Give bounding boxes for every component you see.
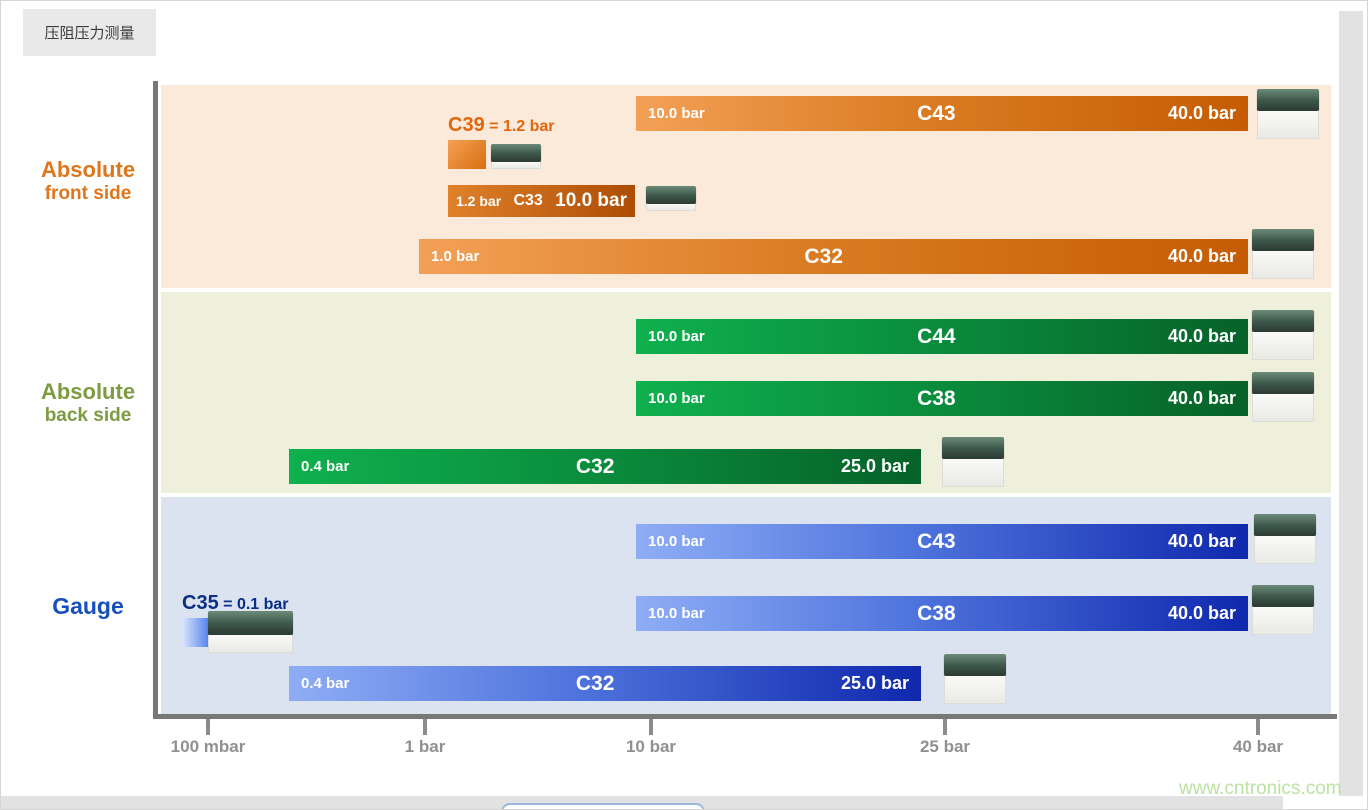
horizontal-scrollbar-track[interactable] bbox=[1, 796, 1283, 809]
point-code: C39 bbox=[448, 114, 485, 136]
x-tick-10bar bbox=[649, 719, 653, 735]
category-line1: Gauge bbox=[52, 593, 124, 619]
x-tick-label: 1 bar bbox=[404, 737, 446, 756]
bar-min-label: 1.2 bar bbox=[456, 193, 502, 209]
bar-code: C38 bbox=[917, 601, 956, 625]
range-bar-c38-gauge: 10.0 bar C38 40.0 bar bbox=[636, 596, 1248, 631]
bar-max-label: 40.0 bar bbox=[1167, 326, 1236, 346]
bar-min-label: 0.4 bar bbox=[301, 675, 350, 692]
bar-max-label: 25.0 bar bbox=[840, 673, 909, 693]
point-label-c35: C35 = 0.1 bar bbox=[182, 592, 289, 615]
partial-popup[interactable] bbox=[501, 803, 705, 809]
point-label-c39: C39 = 1.2 bar bbox=[448, 114, 555, 137]
pressure-sensor-image bbox=[944, 654, 1006, 704]
pressure-sensor-image bbox=[942, 437, 1004, 487]
range-bar-c32-front: 1.0 bar C32 40.0 bar bbox=[419, 239, 1248, 274]
bar-code: C32 bbox=[804, 244, 843, 268]
x-axis-line bbox=[153, 714, 1337, 719]
category-label-absolute-front: Absolute front side bbox=[13, 157, 163, 206]
range-bar-c33-front: 1.2 bar C33 10.0 bar bbox=[448, 185, 635, 217]
bar-code: C43 bbox=[917, 529, 956, 553]
bar-code: C43 bbox=[917, 101, 956, 125]
bar-max-label: 40.0 bar bbox=[1167, 103, 1236, 123]
bar-min-label: 0.4 bar bbox=[301, 458, 350, 475]
point-value: = 1.2 bar bbox=[489, 118, 555, 135]
pressure-sensor-image bbox=[1252, 229, 1314, 279]
category-line1: Absolute bbox=[40, 379, 136, 404]
bar-min-label: 10.0 bar bbox=[648, 328, 705, 345]
point-block-c39 bbox=[448, 140, 486, 169]
bar-code: C32 bbox=[575, 454, 615, 478]
range-bar-c38-back: 10.0 bar C38 40.0 bar bbox=[636, 381, 1248, 416]
bar-code: C38 bbox=[917, 386, 956, 410]
bar-min-label: 10.0 bar bbox=[648, 533, 705, 550]
tab-piezoresistive-pressure[interactable]: 压阻压力测量 bbox=[23, 9, 156, 56]
point-code: C35 bbox=[182, 592, 219, 614]
range-bar-c32-back: 0.4 bar C32 25.0 bar bbox=[289, 449, 921, 484]
bar-min-label: 10.0 bar bbox=[648, 105, 705, 122]
tab-label: 压阻压力测量 bbox=[44, 25, 135, 42]
pressure-sensor-image bbox=[1252, 585, 1314, 635]
watermark-text: www.cntronics.com bbox=[1179, 778, 1342, 799]
pressure-sensor-image bbox=[491, 144, 541, 169]
range-bar-c44-back: 10.0 bar C44 40.0 bar bbox=[636, 319, 1248, 354]
bar-min-label: 10.0 bar bbox=[648, 605, 705, 622]
range-bar-c32-gauge: 0.4 bar C32 25.0 bar bbox=[289, 666, 921, 701]
bar-max-label: 40.0 bar bbox=[1167, 531, 1236, 551]
category-line2: front side bbox=[44, 183, 132, 205]
bar-code: C44 bbox=[917, 324, 956, 348]
x-tick-1bar bbox=[423, 719, 427, 735]
y-axis-line bbox=[153, 81, 158, 719]
bar-max-label: 40.0 bar bbox=[1167, 246, 1236, 266]
category-label-absolute-back: Absolute back side bbox=[13, 379, 163, 428]
x-tick-label: 10 bar bbox=[625, 737, 677, 756]
point-value: = 0.1 bar bbox=[223, 596, 289, 613]
bar-max-label: 40.0 bar bbox=[1167, 388, 1236, 408]
pressure-sensor-image bbox=[646, 186, 696, 211]
pressure-sensor-image bbox=[1257, 89, 1319, 139]
x-tick-25bar bbox=[943, 719, 947, 735]
vertical-scrollbar-track[interactable] bbox=[1339, 11, 1363, 796]
x-tick-label: 100 mbar bbox=[170, 737, 246, 756]
bar-min-label: 10.0 bar bbox=[648, 390, 705, 407]
bar-min-label: 1.0 bar bbox=[431, 248, 480, 265]
pressure-sensor-image bbox=[1254, 514, 1316, 564]
bar-code: C32 bbox=[575, 671, 615, 695]
pressure-sensor-image bbox=[1252, 310, 1314, 360]
x-tick-40bar bbox=[1256, 719, 1260, 735]
bar-code: C33 bbox=[513, 192, 543, 209]
bar-max-label: 25.0 bar bbox=[840, 456, 909, 476]
pressure-sensor-image bbox=[1252, 372, 1314, 422]
bar-max-label: 40.0 bar bbox=[1167, 603, 1236, 623]
pressure-sensor-image bbox=[208, 611, 293, 653]
category-line2: back side bbox=[44, 405, 132, 427]
range-bar-c43-front: 10.0 bar C43 40.0 bar bbox=[636, 96, 1248, 131]
x-tick-100mbar bbox=[206, 719, 210, 735]
bar-max-label: 10.0 bar bbox=[555, 190, 627, 211]
range-bar-c43-gauge: 10.0 bar C43 40.0 bar bbox=[636, 524, 1248, 559]
category-label-gauge: Gauge bbox=[13, 593, 163, 621]
x-tick-label: 40 bar bbox=[1232, 737, 1284, 756]
x-tick-label: 25 bar bbox=[919, 737, 971, 756]
category-line1: Absolute bbox=[40, 157, 136, 182]
